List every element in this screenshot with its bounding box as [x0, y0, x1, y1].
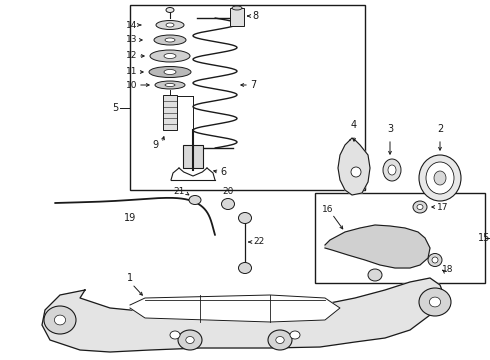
Ellipse shape: [388, 165, 396, 175]
Ellipse shape: [239, 262, 251, 274]
Text: 8: 8: [252, 11, 258, 21]
Ellipse shape: [221, 198, 235, 210]
Ellipse shape: [165, 84, 175, 86]
Ellipse shape: [239, 212, 251, 224]
Ellipse shape: [426, 162, 454, 194]
Ellipse shape: [368, 269, 382, 281]
Bar: [183, 145, 203, 168]
Ellipse shape: [429, 297, 441, 307]
Bar: [315, 193, 485, 283]
Ellipse shape: [276, 337, 284, 343]
Text: 13: 13: [125, 36, 137, 45]
Text: 6: 6: [220, 167, 226, 177]
Text: 18: 18: [442, 266, 454, 274]
Ellipse shape: [170, 331, 180, 339]
Text: 9: 9: [152, 140, 158, 150]
Text: 11: 11: [125, 68, 137, 77]
Ellipse shape: [54, 315, 66, 325]
Ellipse shape: [164, 69, 176, 75]
Ellipse shape: [351, 167, 361, 177]
Text: 3: 3: [387, 124, 393, 134]
Polygon shape: [325, 225, 430, 268]
Ellipse shape: [413, 201, 427, 213]
Text: 15: 15: [478, 233, 490, 243]
Ellipse shape: [166, 23, 174, 27]
Text: 7: 7: [250, 80, 256, 90]
Text: 22: 22: [253, 238, 264, 247]
Polygon shape: [130, 295, 340, 322]
Ellipse shape: [44, 306, 76, 334]
Text: 1: 1: [127, 273, 133, 283]
Ellipse shape: [189, 195, 201, 204]
Ellipse shape: [178, 330, 202, 350]
Ellipse shape: [166, 8, 174, 13]
Ellipse shape: [290, 331, 300, 339]
Ellipse shape: [434, 171, 446, 185]
Ellipse shape: [155, 81, 185, 89]
Ellipse shape: [149, 67, 191, 77]
Text: 10: 10: [125, 81, 137, 90]
Bar: [130, 5, 365, 190]
Bar: [163, 95, 177, 130]
Text: 19: 19: [124, 213, 136, 223]
Polygon shape: [42, 278, 445, 352]
Ellipse shape: [419, 155, 461, 201]
Ellipse shape: [150, 50, 190, 62]
Ellipse shape: [432, 257, 438, 263]
Ellipse shape: [156, 21, 184, 30]
Text: 21: 21: [173, 188, 185, 197]
Ellipse shape: [428, 253, 442, 266]
Ellipse shape: [417, 204, 423, 210]
Text: 12: 12: [125, 51, 137, 60]
Text: 17: 17: [437, 202, 448, 211]
Text: 2: 2: [437, 124, 443, 134]
Ellipse shape: [165, 38, 175, 42]
Ellipse shape: [383, 159, 401, 181]
Ellipse shape: [154, 35, 186, 45]
Ellipse shape: [419, 288, 451, 316]
Text: 5: 5: [112, 103, 118, 113]
Ellipse shape: [164, 54, 176, 58]
Text: 14: 14: [125, 21, 137, 30]
Bar: [230, 8, 244, 26]
Ellipse shape: [268, 330, 292, 350]
Text: 4: 4: [351, 120, 357, 130]
Ellipse shape: [232, 6, 242, 10]
Polygon shape: [338, 138, 370, 195]
Text: 16: 16: [322, 206, 334, 215]
Text: 20: 20: [222, 187, 234, 196]
Ellipse shape: [186, 337, 194, 343]
